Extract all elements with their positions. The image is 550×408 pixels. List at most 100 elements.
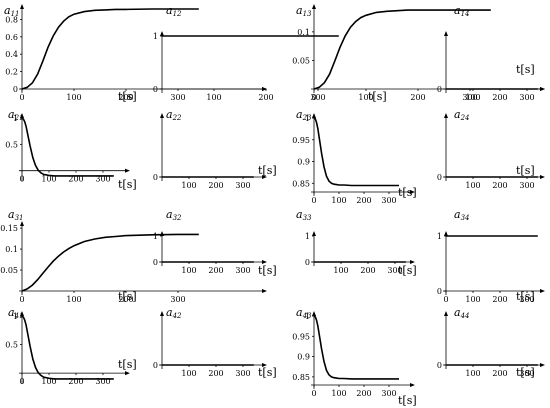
panel-title-letter-a13: a — [296, 4, 303, 17]
x-tick-label-a44-2: 300 — [519, 369, 534, 378]
panel-title-sub-a12: 12 — [173, 10, 182, 18]
panel-title-a13: a13 — [296, 4, 312, 18]
x-tick-label-a33-2: 300 — [387, 266, 402, 275]
x-axis-arrow-a22 — [262, 175, 267, 179]
y-axis-arrow-a22 — [160, 113, 164, 118]
x-tick-label-a31-2: 200 — [118, 295, 133, 304]
x-tick-label-a42-2: 300 — [235, 369, 250, 378]
y-tick-label-a41-1: 1 — [13, 312, 18, 321]
series-line-a21 — [21, 117, 114, 177]
y-axis-arrow-a44 — [444, 311, 448, 316]
x-tick-label-a12-2: 300 — [310, 93, 325, 102]
y-tick-label-a31-1: 0.1 — [5, 245, 18, 254]
y-tick-label-a22-0: 0 — [153, 173, 158, 182]
y-axis-arrow-a33 — [312, 231, 316, 236]
x-tick-label-a33-1: 200 — [360, 266, 375, 275]
y-axis-arrow-a12 — [160, 31, 164, 36]
x-tick-label-a43-3: 300 — [381, 389, 396, 398]
y-tick-label-a11-2: 0.4 — [5, 50, 18, 59]
x-tick-label-a41-1: 100 — [41, 377, 56, 386]
x-axis-label-a21: t[s] — [118, 178, 137, 191]
panel-title-letter-a34: a — [454, 208, 461, 221]
x-tick-label-a23-3: 300 — [381, 196, 396, 205]
x-tick-label-a11-1: 100 — [66, 93, 81, 102]
panel-title-a34: a34 — [454, 208, 469, 222]
panel-title-sub-a42: 42 — [172, 312, 182, 320]
x-tick-label-a14-1: 200 — [492, 93, 507, 102]
y-axis-arrow-a23 — [312, 113, 316, 118]
y-tick-label-a44-0: 0 — [437, 361, 442, 370]
panel-a44: 0 100 200 300 a44 t[s] — [437, 306, 545, 379]
panel-title-sub-a24: 24 — [460, 114, 470, 122]
panel-title-letter-a33: a — [296, 208, 303, 221]
panel-title-sub-a21: 21 — [14, 114, 24, 122]
panel-title-a44: a44 — [454, 306, 469, 320]
y-axis-arrow-a13 — [312, 4, 316, 9]
y-tick-label-a43-2: 0.95 — [292, 332, 310, 341]
y-tick-label-a12-0: 0 — [153, 85, 158, 94]
x-tick-label-a44-1: 200 — [492, 369, 507, 378]
panel-title-sub-a13: 13 — [303, 10, 312, 18]
x-tick-label-a11-2: 200 — [118, 93, 133, 102]
y-tick-label-a23-2: 0.95 — [292, 136, 310, 145]
series-line-a41 — [21, 315, 114, 380]
x-tick-label-a14-2: 300 — [519, 93, 534, 102]
x-tick-label-a23-2: 200 — [356, 196, 371, 205]
x-tick-label-a14-0: 100 — [465, 93, 480, 102]
y-tick-label-a11-1: 0.2 — [5, 68, 18, 77]
x-tick-label-a21-2: 200 — [68, 175, 83, 184]
x-axis-arrow-a44 — [540, 363, 545, 367]
x-tick-label-a31-3: 300 — [170, 295, 185, 304]
x-axis-arrow-a32 — [262, 260, 267, 264]
panel-title-letter-a44: a — [454, 306, 461, 319]
panel-title-sub-a44: 44 — [460, 312, 470, 320]
x-tick-label-a34-0: 0 — [443, 295, 448, 304]
y-axis-arrow-a43 — [312, 311, 316, 316]
x-axis-label-a43: t[s] — [398, 394, 417, 407]
x-axis-label-a41: t[s] — [118, 358, 137, 371]
panel-title-letter-a24: a — [454, 108, 461, 121]
y-tick-label-a11-4: 0.8 — [5, 15, 18, 24]
y-tick-label-a43-1: 0.9 — [297, 353, 310, 362]
x-tick-label-a13-2: 200 — [410, 93, 425, 102]
x-axis-label-a34: t[s] — [516, 290, 535, 303]
y-tick-label-a11-3: 0.6 — [5, 33, 18, 42]
x-axis-arrow-a21 — [125, 168, 130, 173]
y-tick-label-a24-0: 0 — [437, 173, 442, 182]
panel-title-a24: a24 — [454, 108, 469, 122]
y-axis-arrow-a31 — [20, 221, 24, 226]
series-line-a43 — [313, 315, 399, 380]
y-tick-label-a43-0: 0.85 — [292, 373, 310, 382]
x-tick-label-a24-0: 100 — [465, 181, 480, 190]
y-tick-label-a23-1: 0.9 — [297, 158, 310, 167]
x-axis-arrow-a34 — [540, 289, 545, 293]
y-axis-arrow-a42 — [160, 311, 164, 316]
series-line-a11 — [21, 8, 199, 90]
x-axis-arrow-a24 — [540, 175, 545, 179]
panel-title-letter-a43: a — [296, 306, 303, 319]
x-tick-label-a22-2: 300 — [235, 181, 250, 190]
x-tick-label-a13-0: 0 — [311, 93, 316, 102]
x-axis-label-a23: t[s] — [398, 186, 417, 199]
y-tick-label-a23-3: 1 — [305, 114, 310, 123]
x-axis-arrow-a42 — [262, 363, 267, 367]
x-tick-label-a31-0: 0 — [19, 295, 24, 304]
x-axis-arrow-a23 — [410, 190, 415, 194]
x-tick-label-a33-0: 100 — [333, 266, 348, 275]
x-tick-label-a42-1: 200 — [208, 369, 223, 378]
panel-title-a14: a14 — [454, 4, 469, 18]
y-tick-label-a34-1: 1 — [437, 232, 442, 241]
panel-title-letter-a14: a — [454, 4, 461, 17]
x-tick-label-a23-1: 100 — [331, 196, 346, 205]
x-tick-label-a32-1: 200 — [208, 266, 223, 275]
x-tick-label-a24-1: 200 — [492, 181, 507, 190]
x-tick-label-a22-0: 100 — [181, 181, 196, 190]
panel-a32: 0 1 100 200 300 a32 t[s] — [153, 208, 277, 277]
y-tick-label-a41-0: 0.5 — [5, 341, 18, 350]
panel-a23: 0.85 0.9 0.95 1 0 100 200 300 a23 t[s] — [292, 108, 416, 205]
panel-title-sub-a23: 23 — [302, 114, 312, 122]
panel-a42: 0 100 200 300 a42 t[s] — [153, 306, 277, 379]
x-tick-label-a11-0: 0 — [19, 93, 24, 102]
